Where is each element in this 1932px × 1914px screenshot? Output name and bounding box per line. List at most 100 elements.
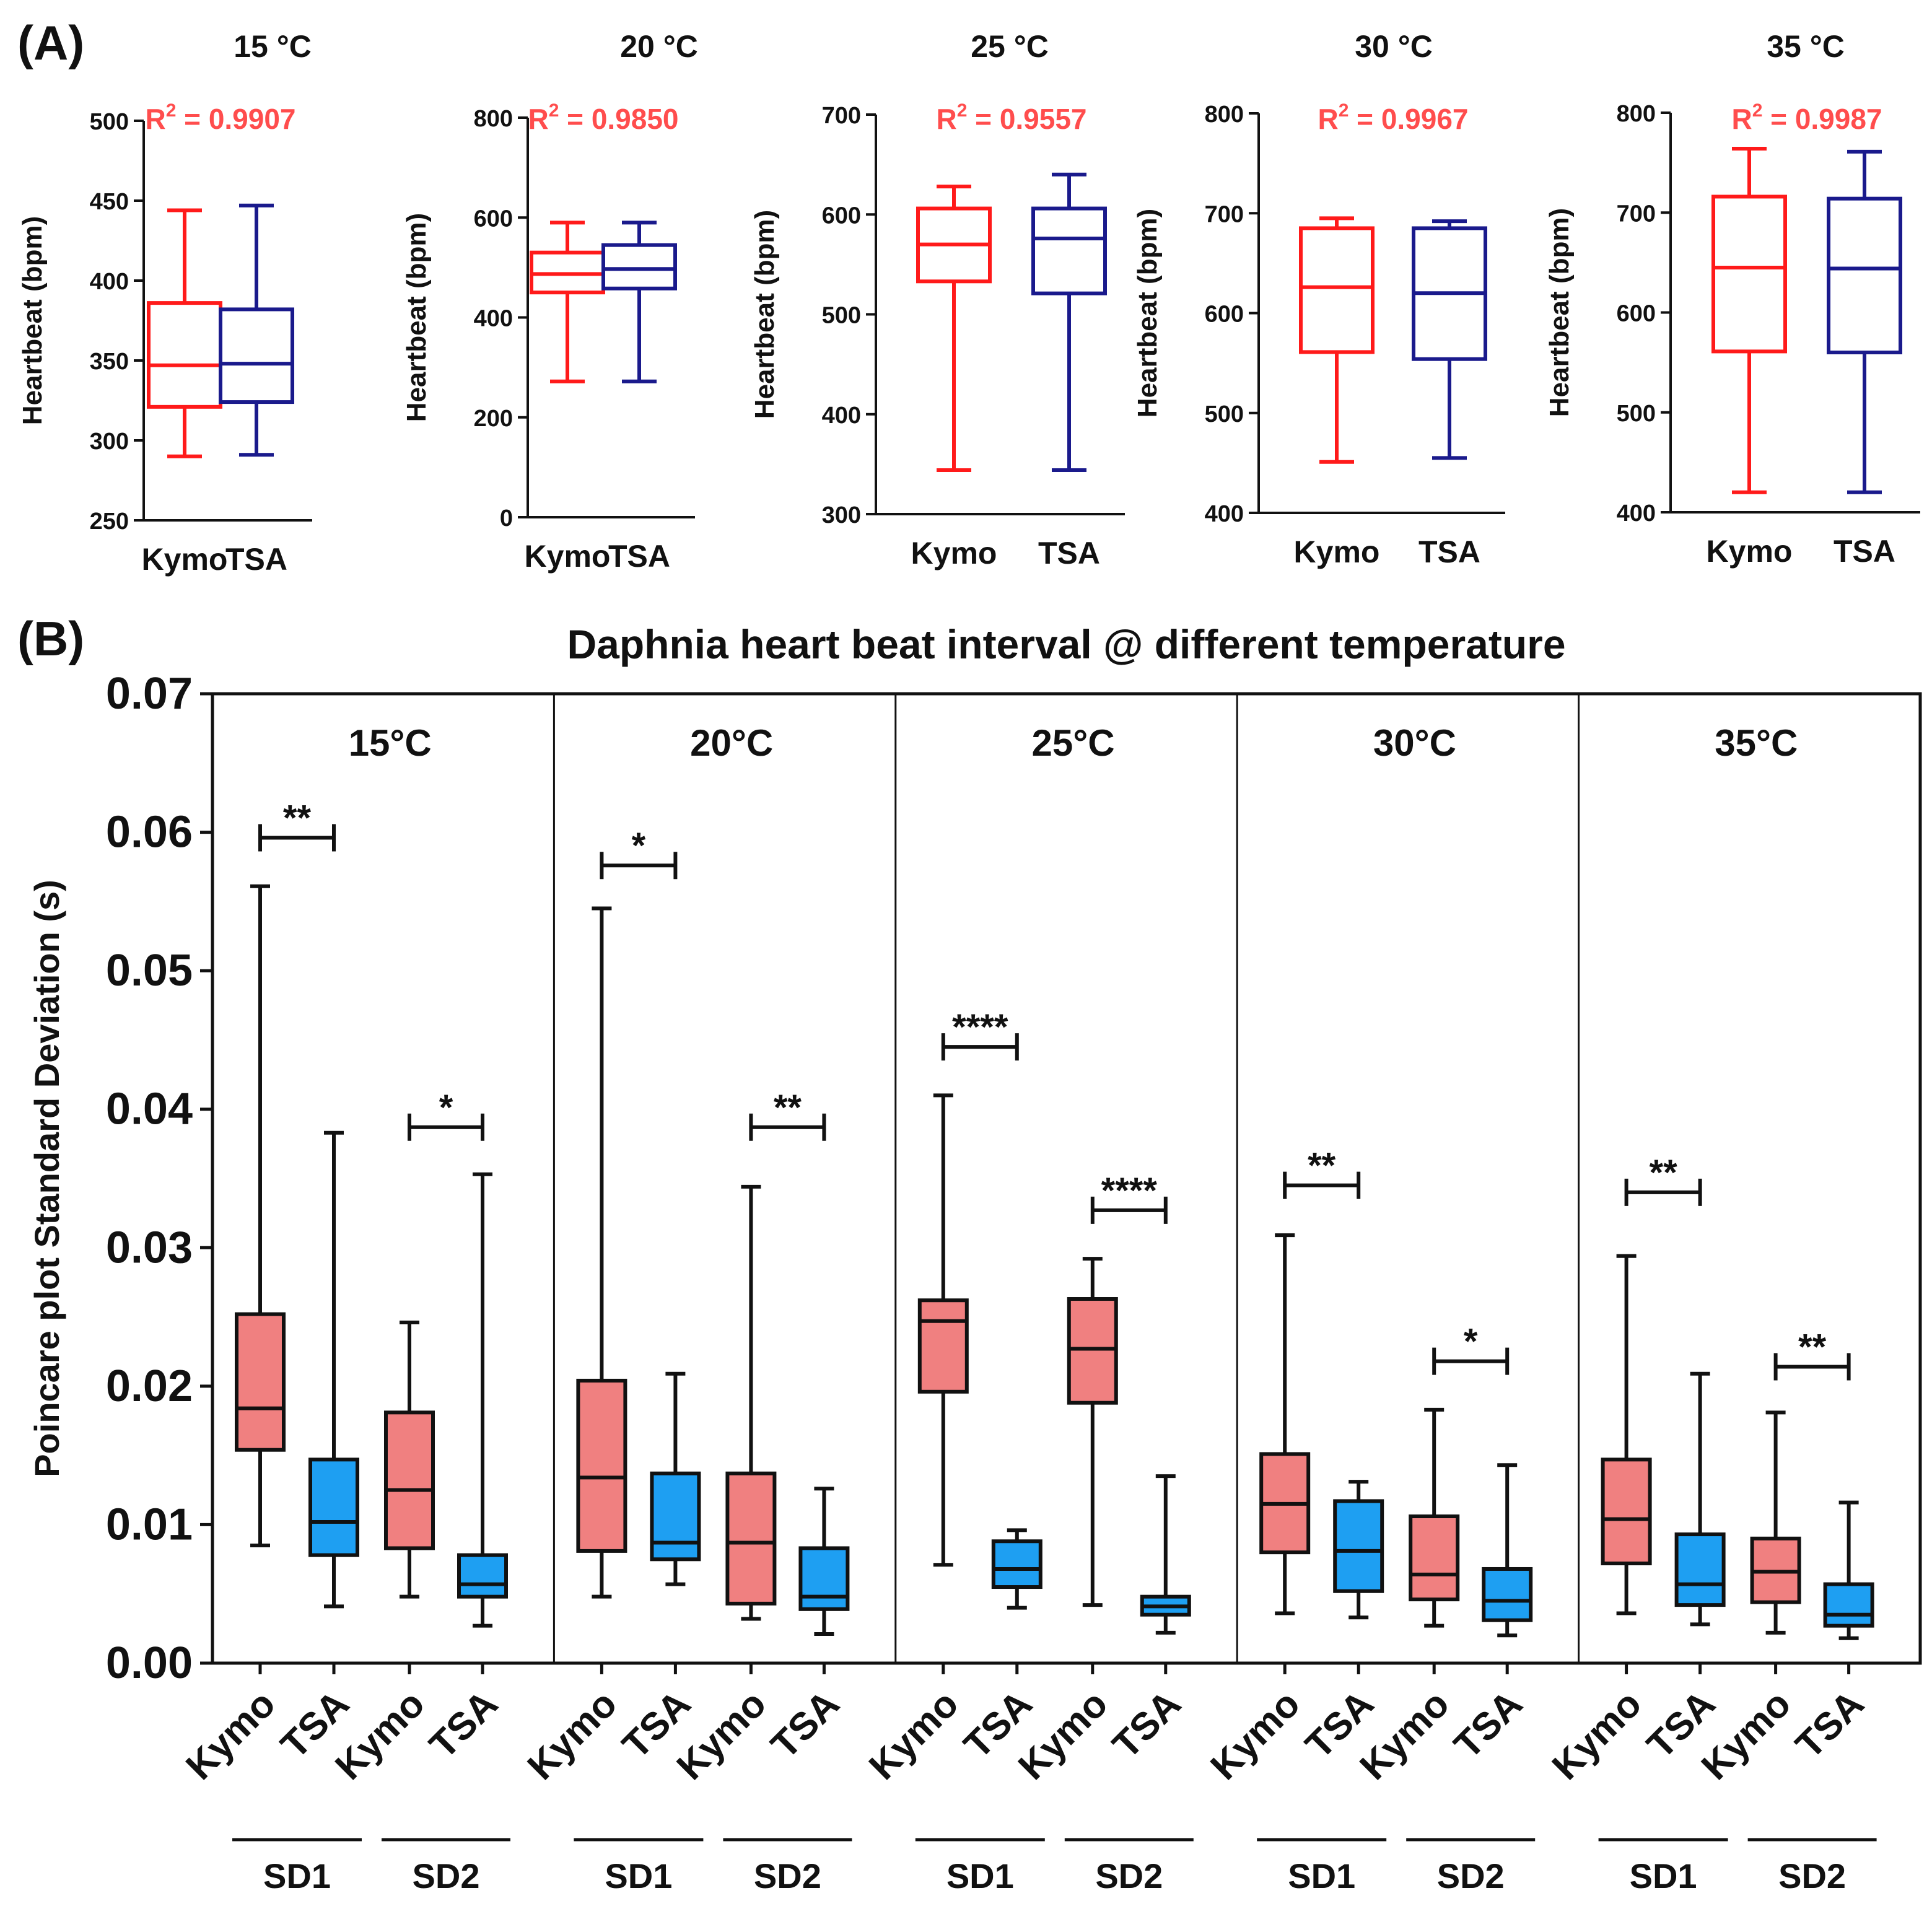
box-sd2-tsa — [1140, 1474, 1191, 1635]
heartbeat-chart-2: 25 °C 300 400 500 600 700 Heartbeat (bpm) R2 = … — [750, 29, 1125, 570]
r-squared-label: R2 = 0.9967 — [1318, 100, 1468, 135]
box-iqr — [601, 243, 677, 291]
box-sd2-kymo — [1067, 1257, 1118, 1607]
x-tick-label: Kymo — [1010, 1682, 1116, 1788]
x-tick-label: Kymo — [520, 1682, 626, 1788]
box-iqr — [147, 301, 222, 409]
r-squared-label: R2 = 0.9850 — [528, 100, 678, 135]
significance-label: ** — [283, 798, 312, 839]
y-tick-label: 500 — [822, 303, 861, 329]
chart-title: 20 °C — [620, 29, 698, 64]
panel-b-label: (B) — [17, 611, 84, 666]
y-tick-label: 250 — [90, 509, 129, 535]
box-iqr — [1482, 1567, 1533, 1622]
box-sd1-kymo — [235, 884, 286, 1547]
significance-bracket — [408, 1113, 484, 1141]
y-tick-label: 800 — [474, 106, 513, 132]
box-iqr — [1674, 1532, 1726, 1607]
box-iqr — [1333, 1499, 1384, 1593]
x-tick-label: Kymo — [669, 1682, 775, 1788]
y-tick-label: 800 — [1205, 102, 1244, 128]
significance-bracket — [1432, 1347, 1510, 1375]
box-tsa — [1412, 219, 1487, 460]
x-tick-label: Kymo — [327, 1682, 433, 1788]
box-tsa — [1827, 149, 1902, 494]
y-tick-label: 200 — [474, 406, 513, 432]
x-tick-label: TSA — [1446, 1682, 1531, 1767]
box-kymo — [1299, 216, 1375, 464]
r-squared-label: R2 = 0.9987 — [1731, 100, 1882, 135]
box-sd2-tsa — [1823, 1500, 1874, 1640]
significance-label: ** — [1650, 1153, 1678, 1193]
box-sd1-kymo — [917, 1093, 969, 1567]
y-tick-label: 600 — [474, 206, 513, 232]
x-tick-label: TSA — [1104, 1682, 1189, 1767]
r-squared-symbol: R — [1731, 103, 1752, 135]
box-sd1-tsa — [650, 1371, 701, 1586]
box-tsa — [1031, 172, 1107, 473]
y-tick-label: 600 — [822, 203, 861, 229]
x-tick-label: Kymo — [1352, 1682, 1458, 1788]
r-squared-symbol: R — [145, 103, 165, 135]
r-squared-symbol: R — [1318, 103, 1338, 135]
box-sd1-kymo — [576, 906, 627, 1599]
facet-title: 15°C — [349, 722, 432, 764]
chart-title: 30 °C — [1355, 29, 1433, 64]
box-iqr — [235, 1312, 286, 1452]
y-axis-label: Heartbeat (bpm) — [401, 213, 432, 422]
x-tick-label: Kymo — [1294, 535, 1380, 569]
y-axis-label: Heartbeat (bpm) — [1132, 209, 1163, 417]
box-sd1-tsa — [1674, 1371, 1726, 1627]
significance-bracket — [258, 824, 336, 852]
box-iqr — [308, 1457, 359, 1557]
box-iqr — [1409, 1514, 1460, 1602]
y-tick-label: 800 — [1617, 101, 1656, 127]
box-sd2-kymo — [1750, 1410, 1801, 1635]
box-sd1-tsa — [308, 1130, 359, 1609]
x-tick-label: TSA — [763, 1682, 847, 1767]
box-iqr — [650, 1471, 701, 1562]
box-tsa — [219, 203, 294, 457]
x-tick-label: TSA — [421, 1682, 505, 1767]
box-iqr — [1601, 1457, 1652, 1566]
y-tick-label: 700 — [1205, 201, 1244, 227]
box-sd1-tsa — [991, 1528, 1042, 1610]
r-squared-symbol: R — [936, 103, 956, 135]
panel-b: Daphnia heart beat interval @ different … — [27, 621, 1922, 1895]
box-iqr — [1711, 194, 1787, 354]
x-tick-label: TSA — [1788, 1682, 1872, 1767]
x-tick-label: TSA — [1038, 536, 1100, 570]
r-squared-exponent: 2 — [957, 100, 968, 121]
y-tick-label: 0.02 — [106, 1361, 193, 1411]
y-tick-label: 400 — [474, 306, 513, 332]
heartbeat-chart-4: 35 °C 400 500 600 700 800 Heartbeat (bpm) R2 = … — [1544, 29, 1920, 569]
significance-label: * — [439, 1088, 453, 1128]
y-tick-label: 500 — [90, 109, 129, 135]
y-tick-label: 0.05 — [106, 946, 193, 995]
x-tick-label: Kymo — [178, 1682, 284, 1788]
box-sd2-tsa — [457, 1172, 508, 1628]
box-iqr — [1299, 226, 1375, 354]
x-tick-label: TSA — [608, 539, 670, 574]
box-iqr — [1031, 206, 1107, 295]
r-squared-exponent: 2 — [1752, 100, 1763, 121]
box-tsa — [601, 221, 677, 383]
box-kymo — [147, 208, 222, 458]
y-tick-label: 350 — [90, 349, 129, 375]
y-tick-label: 300 — [822, 502, 861, 528]
y-axis-label: Heartbeat (bpm) — [1544, 208, 1575, 417]
y-tick-label: 500 — [1205, 401, 1244, 427]
box-sd2-tsa — [1482, 1463, 1533, 1638]
y-tick-label: 400 — [1617, 500, 1656, 527]
box-iqr — [1067, 1297, 1118, 1405]
r-squared-exponent: 2 — [1339, 100, 1349, 121]
heartbeat-chart-3: 30 °C 400 500 600 700 800 Heartbeat (bpm) R2 = … — [1132, 29, 1505, 569]
significance-bracket — [600, 852, 678, 880]
y-tick-label: 0.07 — [106, 669, 193, 719]
box-sd2-kymo — [384, 1321, 435, 1599]
box-kymo — [1711, 147, 1787, 494]
box-iqr — [1827, 196, 1902, 354]
x-tick-label: TSA — [225, 542, 287, 577]
